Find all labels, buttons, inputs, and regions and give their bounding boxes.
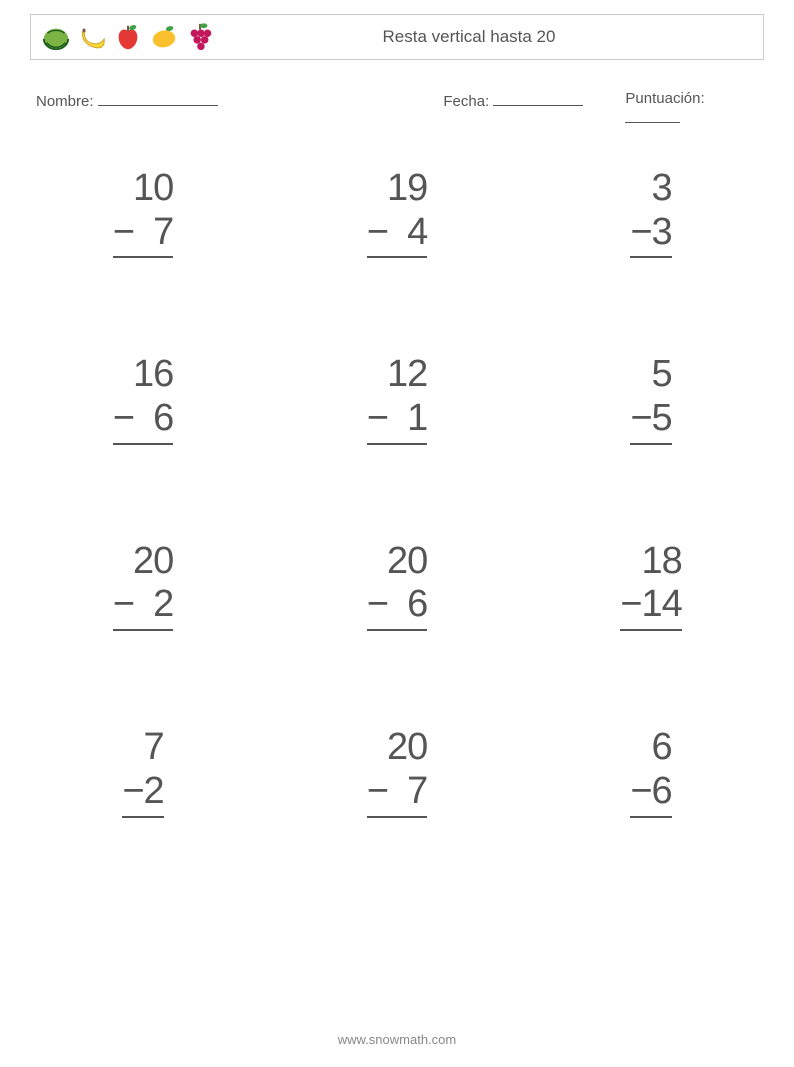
problems-grid: 10− 719− 43−316− 612− 15−520− 220− 618−1… (36, 147, 758, 818)
subtraction-problem: 5−5 (544, 353, 758, 444)
minuend: 19 (367, 167, 427, 211)
subtraction-problem: 10− 7 (36, 167, 250, 258)
apple-icon (113, 22, 143, 52)
subtraction-problem: 3−3 (544, 167, 758, 258)
header-bar: Resta vertical hasta 20 (30, 14, 764, 60)
footer-url: www.snowmath.com (0, 1032, 794, 1047)
name-field: Nombre: (36, 90, 323, 127)
minuend: 20 (113, 540, 173, 584)
minuend: 16 (113, 353, 173, 397)
subtrahend-row: −14 (620, 583, 681, 631)
score-field: Puntuación: (625, 90, 758, 127)
minuend: 5 (630, 353, 671, 397)
info-line: Nombre: Fecha: Puntuación: (36, 90, 758, 127)
subtrahend-row: −6 (630, 770, 671, 818)
subtraction-problem: 18−14 (544, 540, 758, 631)
watermelon-icon (41, 22, 71, 52)
date-field: Fecha: (443, 90, 625, 127)
subtraction-problem: 12− 1 (290, 353, 504, 444)
name-label: Nombre: (36, 93, 94, 110)
fruit-icons (31, 22, 215, 52)
subtrahend-row: − 7 (113, 211, 173, 259)
minuend: 20 (367, 540, 427, 584)
subtraction-problem: 19− 4 (290, 167, 504, 258)
subtrahend-row: −3 (630, 211, 671, 259)
date-label: Fecha: (443, 93, 489, 110)
subtraction-problem: 20− 7 (290, 726, 504, 817)
grapes-icon (185, 22, 215, 52)
subtrahend-row: − 2 (113, 583, 173, 631)
subtraction-problem: 20− 2 (36, 540, 250, 631)
lemon-icon (149, 22, 179, 52)
minuend: 10 (113, 167, 173, 211)
minuend: 18 (620, 540, 681, 584)
subtraction-problem: 20− 6 (290, 540, 504, 631)
minuend: 3 (630, 167, 671, 211)
score-blank[interactable] (625, 107, 680, 123)
subtraction-problem: 7−2 (36, 726, 250, 817)
subtrahend-row: − 6 (113, 397, 173, 445)
subtrahend-row: −5 (630, 397, 671, 445)
minuend: 20 (367, 726, 427, 770)
subtraction-problem: 16− 6 (36, 353, 250, 444)
subtrahend-row: − 6 (367, 583, 427, 631)
worksheet-title: Resta vertical hasta 20 (215, 27, 763, 47)
minuend: 12 (367, 353, 427, 397)
subtraction-problem: 6−6 (544, 726, 758, 817)
name-blank[interactable] (98, 90, 218, 106)
subtrahend-row: − 4 (367, 211, 427, 259)
subtrahend-row: − 1 (367, 397, 427, 445)
minuend: 7 (122, 726, 163, 770)
minuend: 6 (630, 726, 671, 770)
date-blank[interactable] (493, 90, 583, 106)
subtrahend-row: −2 (122, 770, 163, 818)
banana-icon (77, 22, 107, 52)
score-label: Puntuación: (625, 90, 704, 107)
subtrahend-row: − 7 (367, 770, 427, 818)
